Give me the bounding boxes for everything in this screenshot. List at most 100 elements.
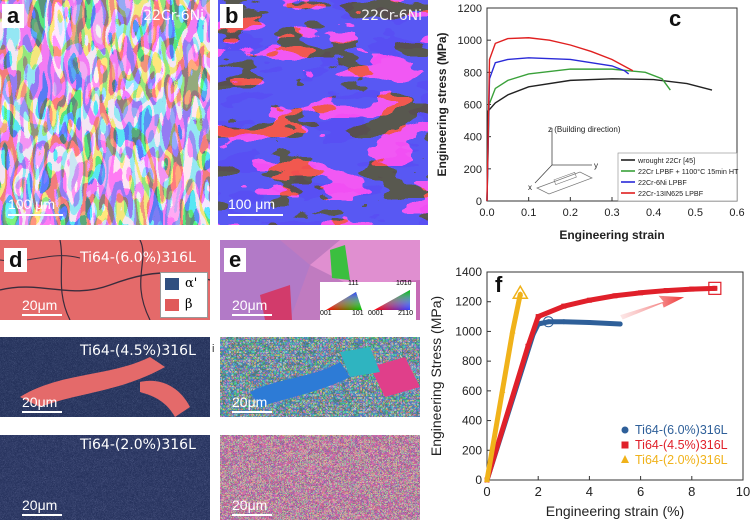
scale-label-d2: 20μm <box>22 394 58 410</box>
legend-entry-3: 22Cr-13IN625 LPBF <box>638 189 704 198</box>
failure-marker-0 <box>542 316 554 328</box>
data-point-0 <box>561 319 567 325</box>
ipf-hex-bl: 0001 <box>368 310 384 317</box>
ipf-hex-top: 10̄10 <box>396 280 412 287</box>
y-tick-label: 400 <box>464 132 482 144</box>
x-tick-label: 0.5 <box>688 207 703 219</box>
x-tick-label: 0.1 <box>521 207 536 219</box>
chart-f-stress-strain: 0 2 4 6 8 10 0 200 400 600 800 1000 1200 1400 Engineer… <box>428 265 750 519</box>
row-label-d2: Ti64-(4.5%)316L <box>80 343 196 359</box>
row-label-d1: Ti64-(6.0%)316L <box>80 250 196 266</box>
scale-label-e1: 20μm <box>232 297 268 313</box>
series-line-0 <box>484 319 623 483</box>
data-point-2 <box>484 477 490 482</box>
scale-bar-e1 <box>232 314 272 316</box>
inset-schematic: z (Building direction) y x <box>528 125 621 195</box>
data-point-1 <box>663 288 669 294</box>
x-tick-label: 6 <box>637 484 644 499</box>
chart-c-tensile-curves: 0.0 0.1 0.2 0.3 0.4 0.5 0.6 0 200 400 600 800 1000 12… <box>435 3 745 242</box>
panel-b-phase-map: b 22Cr-6Ni 100 μm <box>218 0 428 225</box>
scale-label-d3: 20μm <box>22 497 58 513</box>
data-point-1 <box>525 343 531 349</box>
inset-x-label: x <box>528 183 532 192</box>
panel-label-b: b <box>220 4 244 28</box>
data-point-2 <box>509 328 516 334</box>
legend-label-alpha: α' <box>185 276 198 291</box>
stray-marker-i: i <box>212 343 215 355</box>
y-tick-label: 1200 <box>458 3 482 15</box>
ipf-triangle-cubic <box>326 292 362 310</box>
inset-specimen <box>553 171 577 185</box>
y-tick-label: 1000 <box>458 35 482 47</box>
failure-marker-2 <box>511 284 529 300</box>
ipf-triangle-hex <box>374 290 410 310</box>
x-tick-label: 10 <box>736 484 750 499</box>
x-tick-label: 0.4 <box>646 207 661 219</box>
data-point-1 <box>712 285 718 291</box>
panel-e-ipf-maps: e 111 001 101 10̄10 0001 2̄110 20μm 20μm <box>220 240 420 523</box>
ipf-cubic-top: 111 <box>348 280 359 287</box>
legend-entry-2: Ti64-(2.0%)316L <box>635 453 728 467</box>
y-tick-label: 600 <box>464 100 482 112</box>
data-point-0 <box>586 320 592 326</box>
trend-arrow <box>620 295 685 320</box>
data-point-1 <box>612 293 618 299</box>
legend-marker-2 <box>621 455 629 463</box>
series-line-3 <box>486 37 634 202</box>
panel-label-d: d <box>4 248 28 272</box>
ipf-map-e2 <box>220 337 420 417</box>
legend-entry-0: wrought 22Cr [45] <box>637 156 695 165</box>
inset-x-axis <box>534 164 553 184</box>
scale-bar-d2 <box>22 411 62 413</box>
alloy-label-b: 22Cr-6Ni <box>361 8 422 24</box>
series-line-2 <box>486 57 630 202</box>
row-label-d3: Ti64-(2.0%)316L <box>80 437 196 453</box>
data-point-1 <box>586 297 592 303</box>
y-tick-label: 600 <box>462 384 482 398</box>
data-point-1 <box>638 290 644 296</box>
ipf-hex-br: 2̄110 <box>398 310 414 317</box>
legend-marker-0 <box>621 426 629 434</box>
legend-c: wrought 22Cr [45] 22Cr LPBF + 1100°C 15mi… <box>617 152 739 202</box>
ipf-cubic-br: 101 <box>352 310 364 317</box>
scale-bar-e3 <box>232 514 272 516</box>
scale-bar-e2 <box>232 411 272 413</box>
failure-marker-1 <box>708 281 722 295</box>
x-tick-label: 0.3 <box>604 207 619 219</box>
legend-label-beta: β <box>185 297 193 312</box>
legend-entry-1: Ti64-(4.5%)316L <box>635 438 728 452</box>
y-tick-label: 1400 <box>455 265 482 279</box>
phase-map <box>218 0 428 225</box>
scale-bar-d3 <box>22 514 62 516</box>
series-line-2 <box>484 291 523 483</box>
panel-d-phase-maps: d Ti64-(6.0%)316L Ti64-(4.5%)316L Ti64-(… <box>0 240 210 523</box>
legend-entry-1: 22Cr LPBF + 1100°C 15min HT <box>638 167 739 176</box>
data-point-2 <box>499 387 506 393</box>
y-axis-label: Engineering stress (MPa) <box>435 32 449 176</box>
y-tick-label: 200 <box>464 164 482 176</box>
legend-entry-0: Ti64-(6.0%)316L <box>635 423 728 437</box>
ipf-color-key: 111 001 101 10̄10 0001 2̄110 <box>320 280 416 320</box>
legend-marker-1 <box>621 441 629 449</box>
x-tick-label: 8 <box>688 484 695 499</box>
ipf-map-e3 <box>220 435 420 520</box>
phase-map-d2 <box>0 337 210 417</box>
x-tick-label: 0 <box>483 484 490 499</box>
data-point-0 <box>545 319 551 325</box>
scale-label-e3: 20μm <box>232 497 268 513</box>
y-tick-label: 0 <box>475 473 482 487</box>
scale-bar-d1 <box>22 314 62 316</box>
panel-a-ebsd-ipf-map: a 22Cr-6Ni 100 μm <box>0 0 210 225</box>
panel-label-e: e <box>224 248 247 272</box>
y-tick-label: 800 <box>462 354 482 368</box>
x-axis-label: Engineering strain (%) <box>546 503 685 519</box>
x-tick-label: 0.0 <box>479 207 494 219</box>
phase-map-d3 <box>0 435 210 520</box>
y-tick-label: 0 <box>476 196 482 208</box>
x-axis-label: Engineering strain <box>559 228 664 242</box>
series-line-1 <box>486 68 671 202</box>
phase-legend: α' β <box>160 272 208 318</box>
data-point-1 <box>535 314 541 320</box>
ipf-cubic-bl: 001 <box>320 310 332 317</box>
scale-bar-b <box>228 214 283 216</box>
